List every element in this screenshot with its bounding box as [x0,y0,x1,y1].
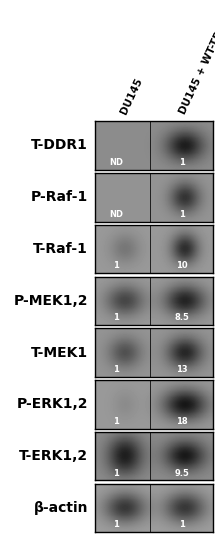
Text: T-ERK1,2: T-ERK1,2 [19,449,88,463]
Text: P-MEK1,2: P-MEK1,2 [14,294,88,308]
Text: T-MEK1: T-MEK1 [31,345,88,360]
Text: T-DDR1: T-DDR1 [31,138,88,153]
Text: T-Raf-1: T-Raf-1 [33,242,88,256]
Text: DU145: DU145 [118,76,144,116]
Text: DU145 + WT-TP53: DU145 + WT-TP53 [178,17,215,116]
Text: β-actin: β-actin [34,501,88,515]
Text: P-Raf-1: P-Raf-1 [31,190,88,204]
Text: P-ERK1,2: P-ERK1,2 [17,397,88,412]
